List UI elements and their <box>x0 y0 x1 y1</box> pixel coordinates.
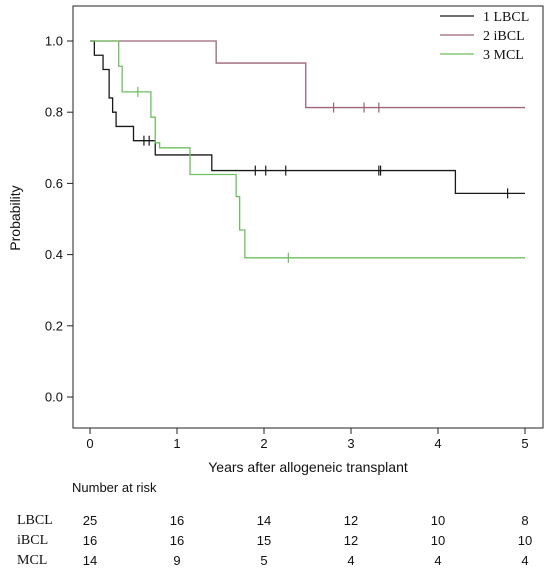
y-tick-label: 0.4 <box>45 247 63 262</box>
plot-frame <box>72 5 544 429</box>
x-tick-label: 2 <box>260 436 267 451</box>
x-tick-label: 4 <box>434 436 441 451</box>
legend-label-lbcl: 1 LBCL <box>483 10 529 25</box>
y-axis-label: Probability <box>7 185 23 250</box>
x-tick-label: 3 <box>347 436 354 451</box>
x-tick-label: 0 <box>86 436 93 451</box>
y-tick-label: 0.0 <box>45 390 63 405</box>
x-tick-label: 1 <box>173 436 180 451</box>
legend-label-mcl: 3 MCL <box>483 48 524 63</box>
survival-curves <box>90 40 525 263</box>
curve-lbcl <box>90 40 525 195</box>
curve-mcl <box>90 40 525 259</box>
x-axis-label: Years after allogeneic transplant <box>208 459 408 475</box>
y-tick-label: 0.8 <box>45 105 63 120</box>
curve-ibcl <box>90 40 525 109</box>
y-tick-label: 0.6 <box>45 176 63 191</box>
legend-label-ibcl: 2 iBCL <box>483 29 525 44</box>
x-tick-label: 5 <box>521 436 528 451</box>
y-tick-label: 1.0 <box>45 34 63 49</box>
axes: 0 1 2 3 4 5 0.0 0.2 0.4 0.6 0.8 1.0 <box>45 5 544 451</box>
y-tick-label: 0.2 <box>45 318 63 333</box>
legend: 1 LBCL 2 iBCL 3 MCL <box>440 10 529 63</box>
